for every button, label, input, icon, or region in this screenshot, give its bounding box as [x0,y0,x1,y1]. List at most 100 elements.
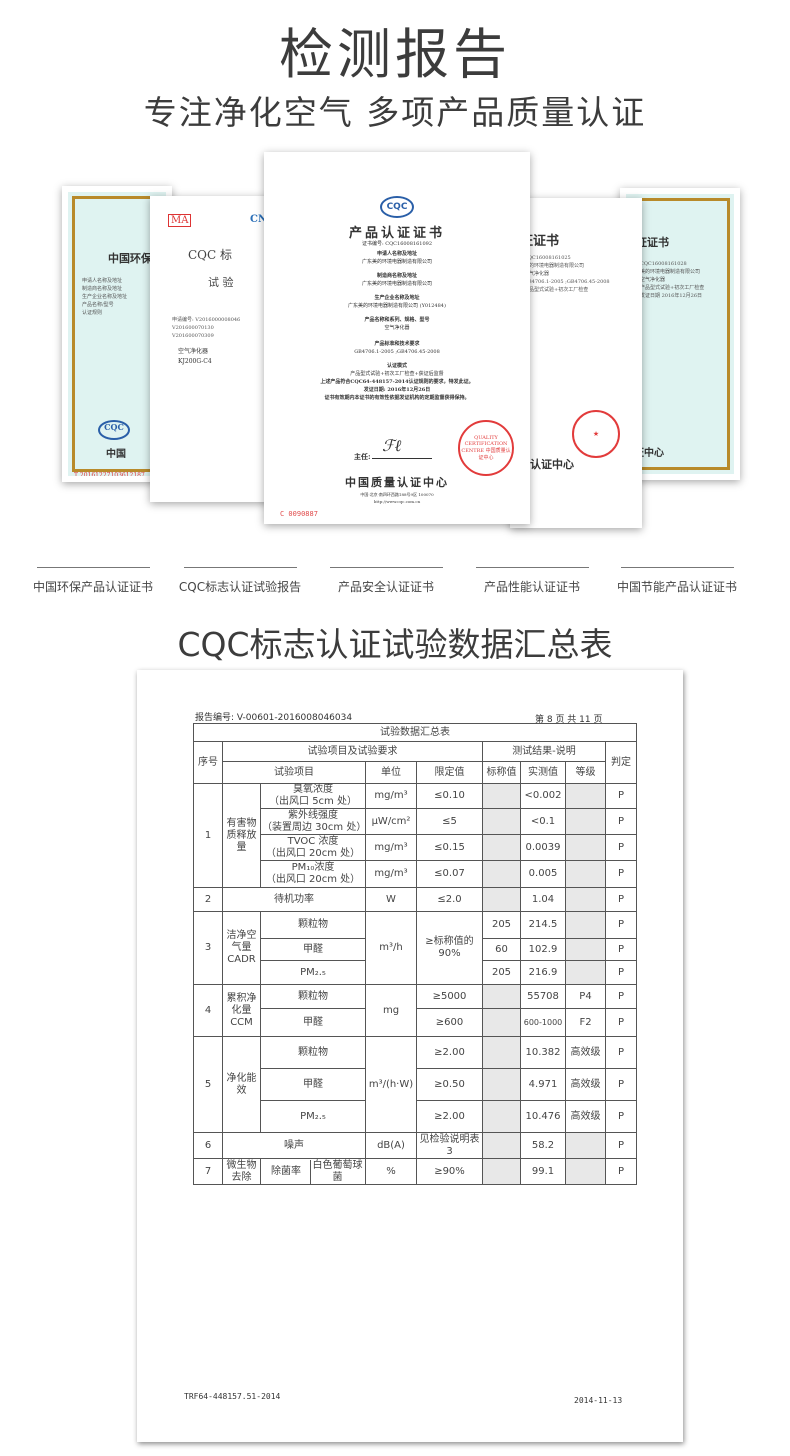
product-certificate: CQC 产品认证证书 证书编号: CQC16008161092 申请人名称及地址… [264,152,530,524]
item-name: 除菌率 [262,1159,312,1184]
table-row: TVOC 浓度 （出风口 20cm 处） mg/m³ ≤0.15 0.0039 P [194,834,637,861]
item-location: （出风口 20cm 处） [265,847,361,859]
table-row: 4 累积净化量 CCM 颗粒物 mg ≥5000 55708 P4 P [193,984,637,1037]
item-subname: 白色葡萄球菌 [312,1159,363,1183]
measured-cell: 10.476 [520,1100,566,1133]
cert-date: 发证日期: 2016年12月26日 [363,387,431,393]
table-row: PM₁₀浓度 （出风口 20cm 处） mg/m³ ≤0.07 0.005 P [194,860,637,888]
header-unit: 单位 [365,761,417,784]
verdict-cell: P [605,1068,637,1101]
unit-cell: mg/m³ [365,834,417,861]
header-results: 测试结果-说明 [482,741,606,762]
caption-energy: 中国节能产品认证证书 [616,580,737,594]
grade-cell: 高效级 [565,1036,606,1069]
cert-section: 产品名称和系列、规格、型号 [364,317,430,323]
nominal-cell [482,808,521,835]
nominal-cell: 60 [482,938,521,961]
seq-cell: 1 [193,783,223,888]
measured-cell: 214.5 [520,911,566,939]
verdict-cell: P [605,808,637,835]
cert-statement: 上述产品符合CQC64-448157-2014认证规则的要求，特发此证。 [320,379,474,385]
group-cell: 净化能效 [222,1036,261,1133]
unit-cell: % [365,1158,417,1185]
group-cell: 累积净化量 CCM [222,984,261,1037]
limit-cell: ≥2.00 [416,1100,483,1133]
item-cell: 臭氧浓度 （出风口 5cm 处） [260,783,366,809]
measured-cell: 0.005 [520,860,566,888]
caption-safety: 产品安全认证证书 [337,580,434,594]
caption-cqc-test: CQC标志认证试验报告 [178,580,302,594]
nominal-cell [482,1158,521,1185]
grade-cell [565,1158,606,1185]
item-cell: TVOC 浓度 （出风口 20cm 处） [260,834,366,861]
report-number: 报告编号: V-00601-2016008046034 [195,713,353,723]
limit-cell: ≥5000 [416,984,483,1009]
item-cell: 甲醛 [260,1008,366,1037]
item-location: （出风口 20cm 处） [265,874,361,885]
cert-section: 生产企业名称及地址 [374,295,420,301]
table-row: 2 待机功率 W ≤2.0 1.04 P [193,887,637,912]
verdict-cell: P [605,960,637,985]
table-row: PM₂.₅ ≥2.00 10.476 高效级 P [194,1100,637,1133]
ma-logo-icon: MA [168,214,192,227]
grade-cell [565,1132,606,1159]
cqc-logo-icon: CQC [380,196,414,218]
nominal-cell [482,1100,521,1133]
measured-cell: <0.002 [520,783,566,809]
item-name: PM₁₀浓度 [291,862,335,873]
cert-section: 申请人名称及地址 [376,251,417,257]
item-cell: 待机功率 [222,887,366,912]
cert-address: 中国·北京·南四环西路188号9区 100070 [360,492,434,497]
nominal-cell [482,783,521,809]
cnas-logo-icon: CNAS [250,214,270,225]
item-name: 紫外线强度 [288,809,338,821]
item-cell: 颗粒物 [260,1036,366,1069]
nominal-cell: 205 [482,960,521,985]
measured-cell: 102.9 [520,938,566,961]
cert-value: 产品型式试验+初次工厂检查+获证后监督 [350,371,444,377]
grade-cell [565,887,606,912]
limit-cell: ≥0.50 [416,1068,483,1101]
cert-section: 制造商名称及地址 [376,273,417,279]
limit-cell: ≥标称值的90% [416,911,483,985]
grade-cell: P4 [565,984,606,1009]
caption-performance: 产品性能认证证书 [483,580,580,594]
measured-cell: 600-1000 [520,1008,566,1037]
item-location: （装置周边 30cm 处） [262,821,367,833]
verdict-cell: P [605,860,637,888]
verdict-cell: P [605,783,637,809]
cert-value: 空气净化器 [384,325,410,331]
safety-cert-org: 认证中心 [530,458,574,471]
item-cell: PM₂.₅ [260,960,366,985]
nominal-cell [482,1132,521,1159]
unit-cell: mg/m³ [365,783,417,809]
unit-cell: mg/m³ [365,860,417,888]
divider [621,567,734,568]
table-row: 甲醛 ≥600 600-1000 F2 P [194,1008,637,1037]
nominal-cell [482,984,521,1009]
item-cell: 颗粒物 [260,911,366,939]
unit-cell: mg [365,984,417,1037]
divider [476,567,589,568]
divider [37,567,150,568]
limit-cell: ≤0.15 [416,834,483,861]
table-row: 6 噪声 dB(A) 见检验说明表 3 58.2 P [193,1132,637,1159]
header-grade: 等级 [565,761,606,784]
limit-cell: ≤5 [416,808,483,835]
measured-cell: 99.1 [520,1158,566,1185]
energy-cert-title: 证证书 [636,236,669,249]
unit-cell: m³/(h·W) [365,1036,417,1133]
cqc-test-product: 空气净化器 [178,348,209,355]
group-cell: 洁净空气量 CADR [222,911,261,985]
nominal-cell [482,860,521,888]
measured-cell: 55708 [520,984,566,1009]
cert-number: 证书编号: CQC16008161092 [361,241,433,247]
item-name: 臭氧浓度 [293,784,333,795]
page-subtitle: 专注净化空气 多项产品质量认证 [143,93,647,132]
grade-cell: 高效级 [565,1068,606,1101]
limit-cell: ≥2.00 [416,1036,483,1069]
nominal-cell: 205 [482,911,521,939]
cert-value: GB4706.1-2005 ;GB4706.45-2008 [354,349,440,355]
grade-cell [565,938,606,961]
verdict-cell: P [605,887,637,912]
